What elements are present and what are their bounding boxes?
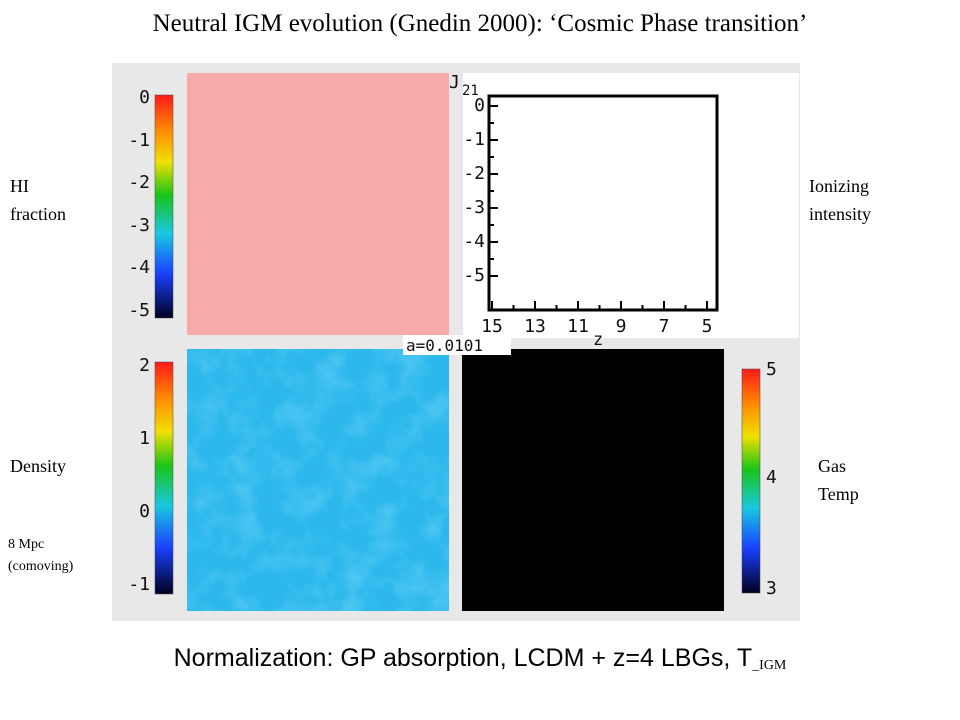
j21-y-tick-label: -3 (463, 197, 485, 218)
j21-y-tick-label: -5 (463, 265, 485, 286)
hi-fraction-map (187, 73, 449, 335)
scale-label: 8 Mpc (comoving) (8, 534, 73, 578)
density-tick-3: -1 (128, 574, 150, 595)
j21-x-tick-label: 15 (481, 316, 503, 337)
j21-y-tick-label: -2 (463, 163, 485, 184)
density-colorbar (154, 361, 174, 595)
density-label: Density (10, 456, 66, 476)
ionizing-intensity-label: Ionizing intensity (809, 172, 871, 228)
ion-label-line2: intensity (809, 204, 871, 224)
hi-tick-1: -1 (128, 130, 150, 151)
j21-y-tick-label: 0 (474, 95, 485, 116)
hi-tick-3: -3 (128, 215, 150, 236)
hi-label-line1: HI (10, 176, 29, 196)
j21-x-tick-label: 11 (567, 316, 589, 337)
temp-tick-2: 3 (766, 578, 777, 599)
slide-title: Neutral IGM evolution (Gnedin 2000): ‘Co… (152, 10, 808, 37)
density-tick-2: 0 (139, 501, 150, 522)
temp-tick-0: 5 (766, 359, 777, 380)
temp-colorbar (741, 368, 761, 594)
scale-label-line1: 8 Mpc (8, 537, 45, 552)
gas-label-line2: Temp (818, 484, 859, 504)
ion-label-line1: Ionizing (809, 176, 869, 196)
footer-main-text: Normalization: GP absorption, LCDM + z=4… (173, 644, 753, 672)
hi-tick-4: -4 (128, 257, 150, 278)
j21-x-tick-label: 5 (702, 316, 713, 337)
normalization-footer: Normalization: GP absorption, LCDM + z=4… (0, 644, 960, 674)
j21-x-tick-label: 13 (524, 316, 546, 337)
temp-tick-1: 4 (766, 467, 777, 488)
gas-temp-label: Gas Temp (818, 452, 859, 508)
footer-subscript: _IGM (752, 658, 787, 673)
gas-label-line1: Gas (818, 456, 846, 476)
j21-x-tick-label: 7 (659, 316, 670, 337)
j21-plot-frame (487, 94, 719, 312)
j21-x-tick-label: 9 (616, 316, 627, 337)
hi-colorbar (154, 94, 174, 319)
hi-tick-2: -2 (128, 172, 150, 193)
hi-tick-5: -5 (128, 300, 150, 321)
j21-axis-subscript: 21 (462, 83, 479, 99)
hi-tick-0: 0 (139, 87, 150, 108)
j21-axis-label: J (449, 72, 460, 93)
j21-y-tick-label: -4 (463, 231, 485, 252)
scale-factor-label: a=0.0101 (406, 336, 483, 355)
density-tick-1: 1 (139, 428, 150, 449)
gas-temp-map (462, 349, 724, 611)
hi-label-line2: fraction (10, 204, 66, 224)
z-axis-label: z (593, 330, 603, 350)
j21-y-tick-label: -1 (463, 129, 485, 150)
scale-label-line2: (comoving) (8, 559, 74, 574)
density-map-texture (187, 349, 449, 611)
hi-fraction-label: HI fraction (10, 172, 66, 228)
scale-factor-box (403, 335, 511, 355)
density-tick-0: 2 (139, 355, 150, 376)
j21-axis-ticks (489, 105, 708, 310)
